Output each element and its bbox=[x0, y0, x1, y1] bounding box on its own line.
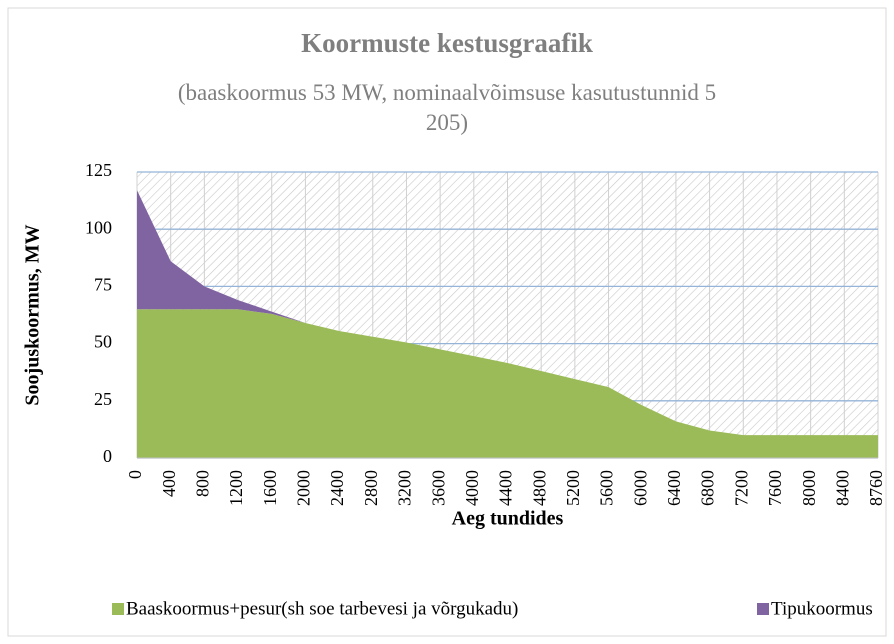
y-tick-label: 0 bbox=[103, 446, 112, 466]
x-tick-label: 7200 bbox=[731, 470, 751, 506]
y-tick-label: 25 bbox=[94, 389, 112, 409]
x-tick-label: 8400 bbox=[832, 470, 852, 506]
x-tick-label: 3600 bbox=[428, 470, 448, 506]
x-tick-label: 6400 bbox=[664, 470, 684, 506]
x-tick-label: 2400 bbox=[327, 470, 347, 506]
legend-label: Baaskoormus+pesur(sh soe tarbevesi ja võ… bbox=[126, 598, 518, 619]
x-tick-label: 2800 bbox=[361, 470, 381, 506]
x-tick-label: 4400 bbox=[496, 470, 516, 506]
y-axis-title: Soojuskoormus, MW bbox=[22, 224, 44, 405]
x-tick-label: 3200 bbox=[395, 470, 415, 506]
x-tick-label: 2000 bbox=[294, 470, 314, 506]
legend-swatch bbox=[112, 603, 124, 615]
legend-swatch bbox=[757, 603, 769, 615]
x-tick-label: 1600 bbox=[260, 470, 280, 506]
x-tick-label: 6800 bbox=[698, 470, 718, 506]
y-tick-label: 100 bbox=[85, 217, 112, 237]
x-tick-label: 400 bbox=[159, 470, 179, 497]
chart-border bbox=[7, 7, 887, 637]
chart-title: Koormuste kestusgraafik bbox=[301, 28, 593, 58]
x-axis-title: Aeg tundides bbox=[452, 508, 564, 530]
x-tick-label: 800 bbox=[192, 470, 212, 497]
y-tick-label: 125 bbox=[85, 160, 112, 180]
x-tick-label: 7600 bbox=[765, 470, 785, 506]
x-tick-label: 5200 bbox=[563, 470, 583, 506]
x-tick-label: 5600 bbox=[597, 470, 617, 506]
chart-subtitle: (baaskoormus 53 MW, nominaalvõimsuse kas… bbox=[177, 80, 717, 135]
x-tick-label: 8000 bbox=[799, 470, 819, 506]
x-tick-label: 4000 bbox=[462, 470, 482, 506]
area bbox=[137, 309, 878, 458]
y-tick-label: 75 bbox=[94, 275, 112, 295]
x-tick-label: 0 bbox=[125, 470, 145, 479]
legend-label: Tipukoormus bbox=[771, 598, 873, 619]
x-tick-label: 6000 bbox=[630, 470, 650, 506]
y-tick-label: 50 bbox=[94, 332, 112, 352]
x-tick-label: 8760 bbox=[866, 470, 886, 506]
x-tick-label: 1200 bbox=[226, 470, 246, 506]
x-tick-label: 4800 bbox=[529, 470, 549, 506]
